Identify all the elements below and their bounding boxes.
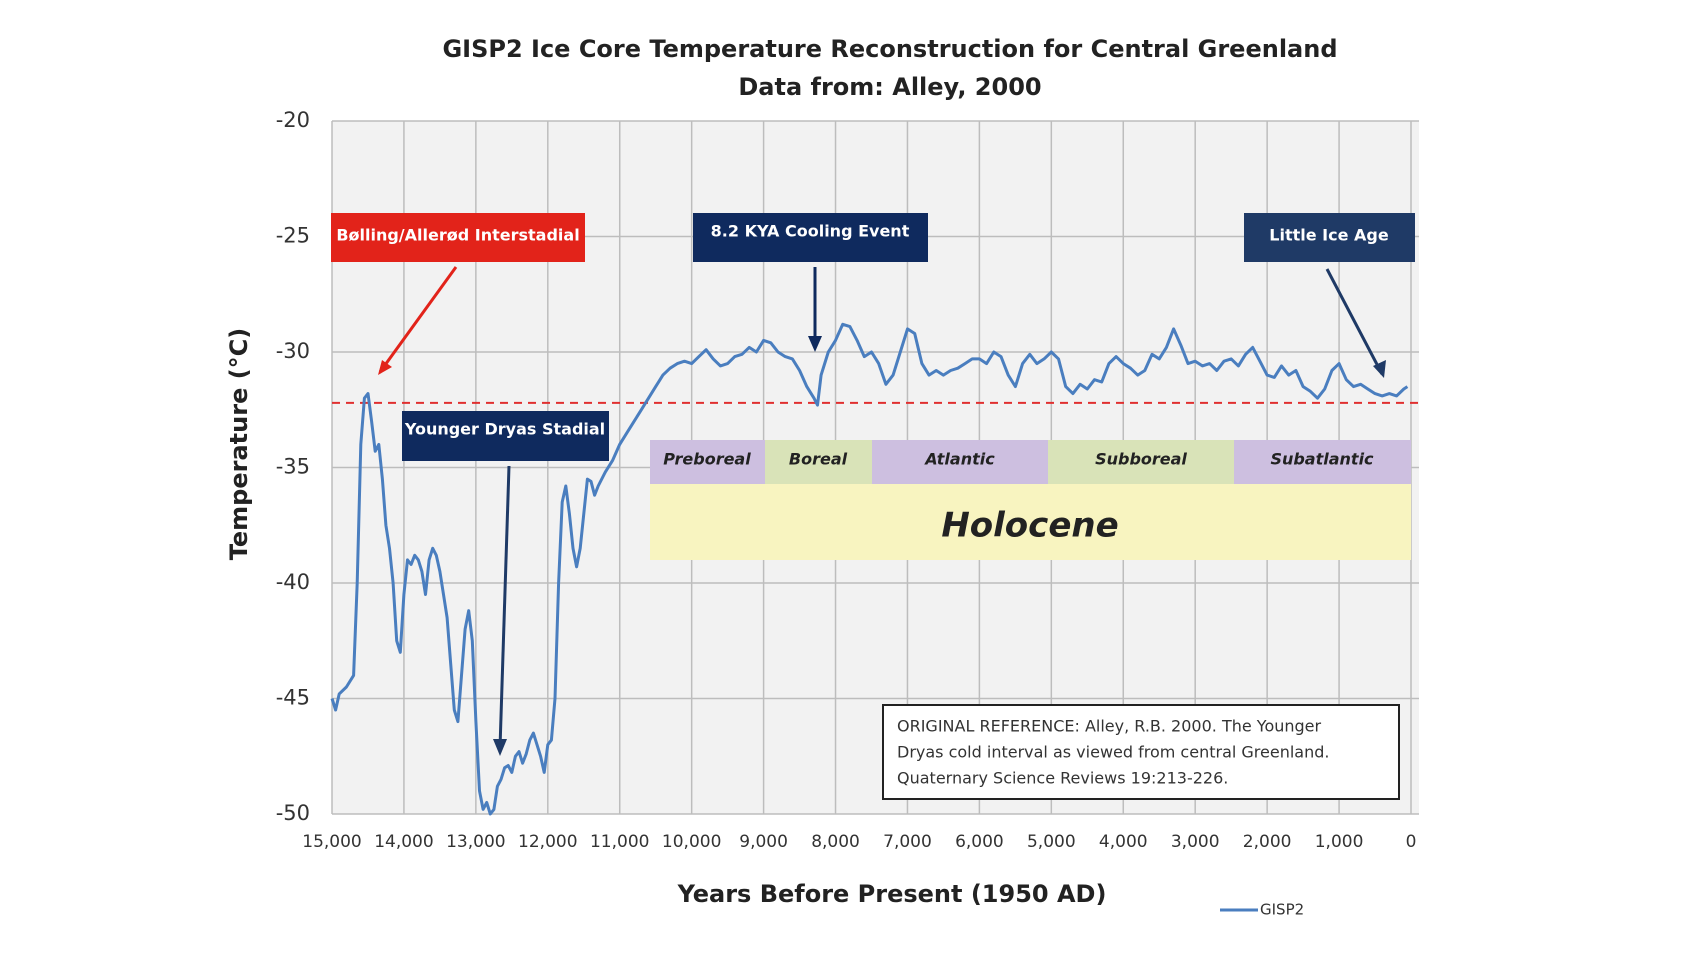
y-axis-label: Temperature (°C) [225,328,253,561]
annotation-box [1244,213,1415,262]
x-tick-label: 8,000 [811,832,860,852]
legend-label: GISP2 [1260,901,1304,919]
arrow-head [808,336,822,352]
chart-title: GISP2 Ice Core Temperature Reconstructio… [442,35,1337,63]
period-label: Boreal [789,450,848,469]
series-line [330,322,1409,816]
x-tick-label: 7,000 [883,832,932,852]
x-tick-label: 11,000 [590,832,649,852]
annotation: 8.2 KYA Cooling Event [711,222,910,241]
x-tick-label: 13,000 [446,832,505,852]
x-tick-label: 15,000 [302,832,361,852]
period-band [765,440,872,484]
period-label: Subatlantic [1270,450,1374,469]
x-tick-label: 6,000 [955,832,1004,852]
period-band [650,440,765,484]
reference-frame [882,704,1400,800]
x-tick-label: 9,000 [739,832,788,852]
annotation: Bølling/Allerød Interstadial [336,226,579,245]
y-tick-label: -45 [276,686,310,710]
y-tick-label: -30 [276,339,310,363]
annotations: Bølling/Allerød Interstadial 8.2 KYA Coo… [331,213,1415,756]
epoch-band [650,484,1411,560]
arrow [498,465,511,749]
x-tick-label: 4,000 [1099,832,1148,852]
plot [330,322,1419,816]
x-tick-label: 12,000 [518,832,577,852]
x-tick-label: 5,000 [1027,832,1076,852]
annotation-box [693,213,928,262]
arrow-head [1373,360,1386,378]
x-tick-label: 14,000 [374,832,433,852]
epoch-label: Holocene [941,506,1118,546]
period-label: Preboreal [663,450,751,469]
reference-line: Quaternary Science Reviews 19:213-226. [897,769,1228,788]
arrow [378,266,458,373]
annotation: Little Ice Age [1269,226,1389,245]
y-tick-label: -20 [276,108,310,132]
y-tick-label: -40 [276,570,310,594]
arrow-head [378,360,392,375]
x-tick-label: 10,000 [662,832,721,852]
period-label: Subboreal [1095,450,1187,469]
x-tick-label: 1,000 [1315,832,1364,852]
period-label: Atlantic [923,450,995,469]
reference-box: ORIGINAL REFERENCE: Alley, R.B. 2000. Th… [882,704,1400,800]
annotation: Younger Dryas Stadial [404,420,605,439]
x-tick-label: 0 [1406,832,1417,852]
annotation-box [331,213,585,262]
arrow-head [493,739,507,756]
period-bands: Preboreal Boreal Atlantic Subboreal Suba… [650,440,1411,560]
chart-subtitle: Data from: Alley, 2000 [738,73,1041,101]
x-axis-label: Years Before Present (1950 AD) [677,880,1107,908]
period-band [1234,440,1411,484]
reference-line: Dryas cold interval as viewed from centr… [897,743,1329,762]
reference-line: ORIGINAL REFERENCE: Alley, R.B. 2000. Th… [897,717,1322,736]
y-tick-label: -50 [276,801,310,825]
y-tick-label: -35 [276,455,310,479]
arrow [1325,268,1384,375]
y-tick-label: -25 [276,224,310,248]
period-band [872,440,1048,484]
x-tick-label: 2,000 [1243,832,1292,852]
annotation-box [402,411,609,461]
x-tick-label: 3,000 [1171,832,1220,852]
period-band [1048,440,1234,484]
